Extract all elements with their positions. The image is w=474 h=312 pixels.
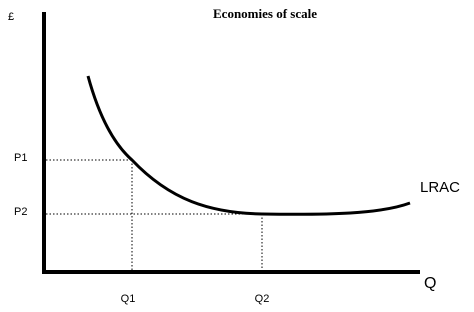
price-label: P1 [14,152,27,164]
title: Economies of scale [213,6,317,21]
quantity-label: Q1 [121,293,136,305]
price-label: P2 [14,206,27,218]
y-axis-label: £ [8,11,14,23]
curve-label: LRAC [420,179,460,196]
x-axis-label: Q [424,275,436,292]
lrac-curve [86,75,411,216]
quantity-label: Q2 [255,293,270,305]
